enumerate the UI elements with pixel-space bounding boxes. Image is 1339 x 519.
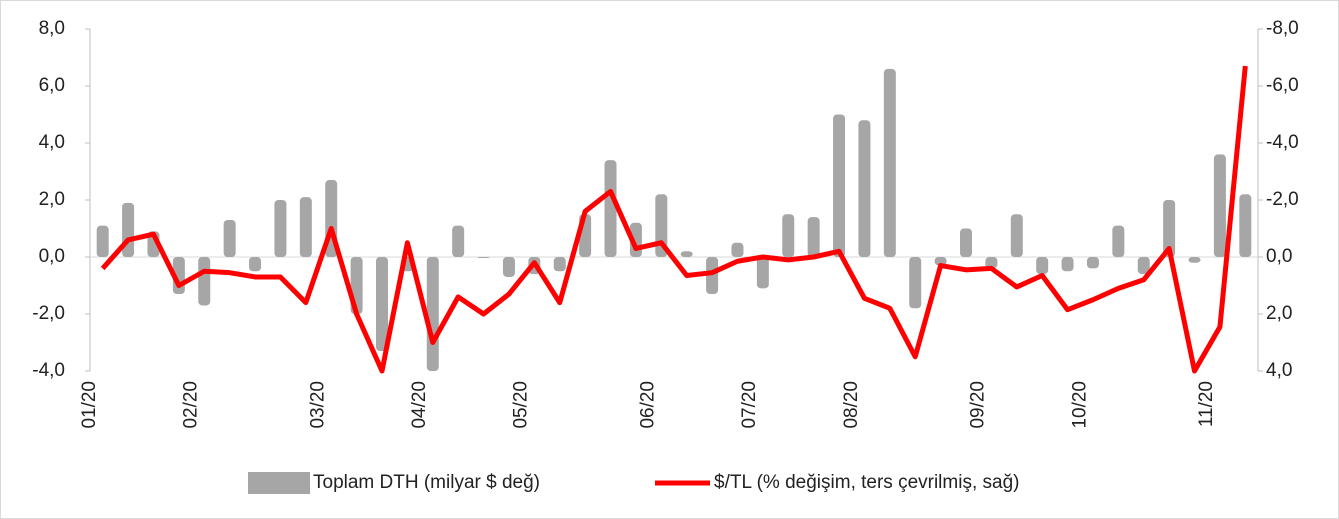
bar [782, 214, 795, 257]
bar [223, 219, 236, 257]
y2-tick-label: -4,0 [1266, 132, 1299, 153]
bar [198, 257, 211, 306]
bar [858, 120, 871, 257]
bar [1163, 200, 1176, 257]
bar [1239, 194, 1252, 257]
x-tick-label: 06/20 [638, 381, 659, 429]
x-tick-label: 03/20 [308, 381, 329, 429]
bar [680, 251, 693, 257]
bar [299, 197, 312, 257]
y2-tick-label: 4,0 [1266, 360, 1292, 381]
y2-tick-label: -8,0 [1266, 18, 1299, 39]
x-tick-label: 05/20 [511, 381, 532, 429]
x-tick-label: 11/20 [1196, 381, 1217, 427]
bar [883, 68, 896, 258]
bar [934, 257, 947, 266]
line [100, 65, 1248, 374]
x-tick-label: 01/20 [79, 381, 100, 429]
legend-swatch [248, 472, 310, 494]
bar [731, 242, 744, 257]
bar [1010, 214, 1023, 257]
bar [1213, 154, 1226, 257]
y-tick-label: 6,0 [39, 75, 65, 96]
bar [477, 257, 490, 258]
bar [274, 200, 287, 257]
bar [1036, 257, 1049, 275]
bar [1061, 257, 1074, 272]
bar [502, 257, 515, 277]
x-tick-label: 09/20 [968, 381, 989, 429]
bar [833, 114, 846, 257]
y2-tick-label: 0,0 [1266, 246, 1292, 267]
x-tick-label: 08/20 [841, 381, 862, 429]
bar [756, 257, 769, 289]
bar [96, 225, 109, 257]
y-tick-label: 2,0 [39, 189, 65, 210]
y-tick-label: 8,0 [39, 18, 65, 39]
y-tick-label: 0,0 [39, 246, 65, 267]
legend-label: Toplam DTH (milyar $ değ) [313, 472, 540, 493]
bar [604, 160, 617, 257]
bar [909, 257, 922, 309]
bar [249, 257, 262, 272]
bar [706, 257, 719, 295]
bar [1137, 257, 1150, 275]
bar [1188, 257, 1201, 263]
bar [122, 202, 135, 257]
x-tick-label: 10/20 [1069, 381, 1090, 429]
x-tick-label: 02/20 [181, 381, 202, 429]
bar [426, 257, 439, 371]
bar [1086, 257, 1099, 269]
bar [376, 257, 388, 352]
bar [553, 257, 566, 272]
bar [807, 217, 820, 257]
y2-tick-label: 2,0 [1266, 303, 1292, 324]
x-tick-label: 04/20 [409, 381, 430, 429]
bar [1112, 225, 1125, 257]
y2-tick-label: -2,0 [1266, 189, 1299, 210]
y-tick-label: -2,0 [32, 303, 65, 324]
y2-tick-label: -6,0 [1266, 75, 1299, 96]
legend-label: $/TL (% değişim, ters çevrilmiş, sağ) [714, 472, 1019, 493]
y-tick-label: -4,0 [32, 360, 65, 381]
bar [960, 228, 972, 257]
bar [985, 257, 998, 269]
y-tick-label: 4,0 [39, 132, 65, 153]
bar [452, 225, 465, 257]
x-tick-label: 07/20 [739, 381, 760, 429]
